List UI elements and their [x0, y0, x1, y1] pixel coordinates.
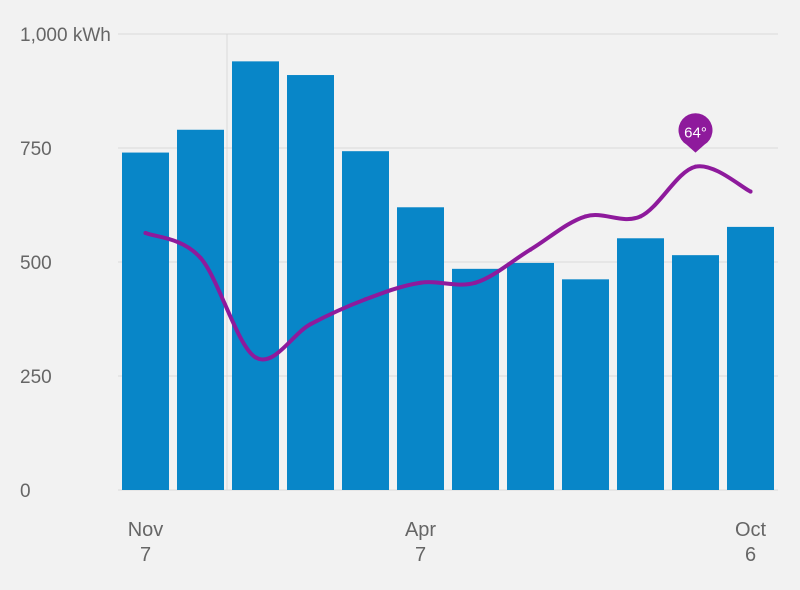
x-tick-label-5-day: 7	[415, 544, 426, 566]
usage-bars	[122, 61, 774, 491]
x-tick-label-11-month: Oct	[735, 519, 767, 541]
x-tick-label-0-day: 7	[140, 544, 151, 566]
y-tick-label-0: 0	[20, 481, 31, 502]
x-tick-label-0-month: Nov	[128, 519, 164, 541]
usage-bar-0[interactable]	[122, 152, 169, 490]
usage-bar-11[interactable]	[727, 226, 774, 490]
temperature-point-8	[583, 214, 588, 219]
usage-bar-3[interactable]	[287, 75, 334, 490]
temperature-marker-label: 64°	[684, 125, 707, 142]
usage-bar-2[interactable]	[232, 61, 279, 491]
y-tick-label-1000: 1,000 kWh	[20, 25, 111, 46]
temperature-point-6	[473, 280, 478, 285]
y-axis-ticks: 0 250 500 750 1,000 kWh	[20, 25, 111, 502]
temperature-point-9	[638, 214, 643, 219]
x-tick-label-11-day: 6	[745, 544, 756, 566]
temperature-point-2	[253, 355, 258, 360]
temperature-marker: 64°	[678, 113, 713, 153]
temperature-point-3	[308, 322, 313, 327]
y-tick-label-750: 750	[20, 139, 52, 160]
usage-bar-4[interactable]	[342, 151, 389, 490]
temperature-line-path	[143, 164, 753, 362]
usage-bar-5[interactable]	[397, 207, 444, 490]
usage-bar-1[interactable]	[177, 129, 224, 490]
x-axis-ticks: Nov 7 Apr 7 Oct 6	[128, 519, 767, 566]
y-tick-label-250: 250	[20, 367, 52, 388]
temperature-line	[143, 164, 753, 362]
temperature-point-10	[693, 164, 698, 169]
y-tick-label-500: 500	[20, 253, 52, 274]
temperature-point-0	[143, 230, 148, 235]
usage-bar-6[interactable]	[452, 268, 499, 490]
temperature-point-5	[418, 280, 423, 285]
x-tick-label-5-month: Apr	[405, 519, 436, 541]
usage-bar-7[interactable]	[507, 262, 554, 490]
temperature-point-1	[198, 255, 203, 260]
usage-bar-9[interactable]	[617, 238, 664, 490]
usage-bar-10[interactable]	[672, 255, 719, 490]
grid-lines	[118, 33, 778, 491]
temperature-point-7	[528, 247, 533, 252]
temperature-point-11	[748, 189, 753, 194]
usage-bar-8[interactable]	[562, 279, 609, 490]
temperature-point-4	[363, 297, 368, 302]
temperature-marker-pin[interactable]	[678, 113, 713, 153]
